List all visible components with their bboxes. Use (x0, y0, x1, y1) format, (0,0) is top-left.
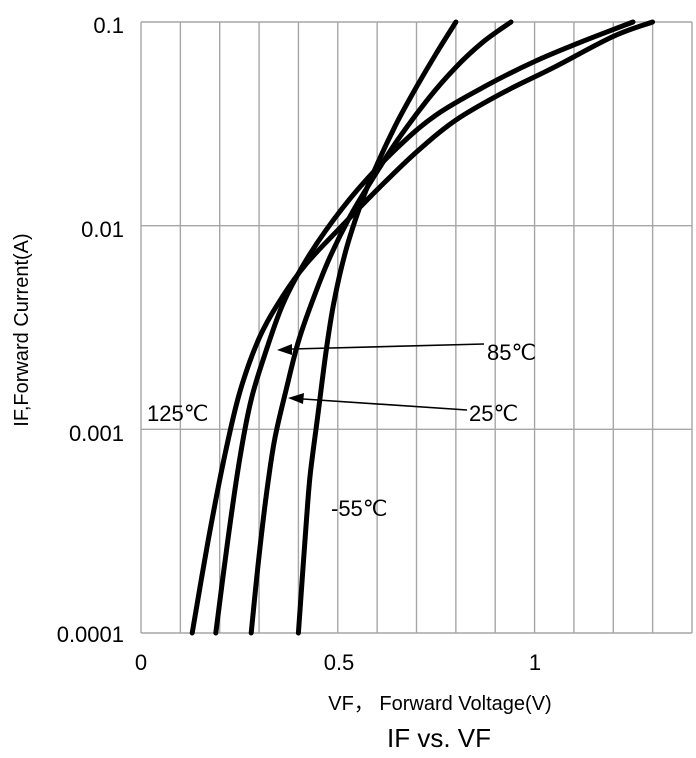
series-label-125c: 125℃ (147, 401, 208, 426)
grid (140, 21, 693, 634)
curves (189, 19, 656, 636)
x-tick-labels: 0 0.5 1 (135, 650, 541, 675)
y-tick-labels: 0.1 0.01 0.001 0.0001 (57, 13, 124, 647)
series-label-minus55c: -55℃ (331, 496, 388, 521)
series-label-85c: 85℃ (487, 340, 536, 365)
y-axis-label: IF,Forward Current(A) (11, 233, 33, 426)
series-line-25c (248, 19, 514, 636)
x-tick-label: 0 (135, 650, 147, 675)
series-line-125c (189, 19, 656, 636)
arrow-85c-line (291, 343, 485, 350)
curve-annotations: 85℃ 25℃ 125℃ -55℃ (147, 340, 536, 521)
series-label-25c: 25℃ (469, 401, 518, 426)
y-tick-label: 0.01 (81, 217, 124, 242)
chart-title: IF vs. VF (387, 723, 491, 753)
x-tick-label: 1 (529, 650, 541, 675)
y-tick-label: 0.0001 (57, 622, 124, 647)
x-axis-label: VF， Forward Voltage(V) (328, 693, 551, 715)
arrow-25c-head (288, 393, 304, 404)
y-tick-label: 0.001 (69, 421, 124, 446)
series-line-minus55c (295, 19, 459, 636)
arrow-85c-head (277, 344, 292, 355)
y-tick-label: 0.1 (93, 13, 124, 38)
arrow-25c-line (302, 398, 468, 411)
x-tick-label: 0.5 (324, 650, 355, 675)
series-line-85c (213, 19, 636, 636)
